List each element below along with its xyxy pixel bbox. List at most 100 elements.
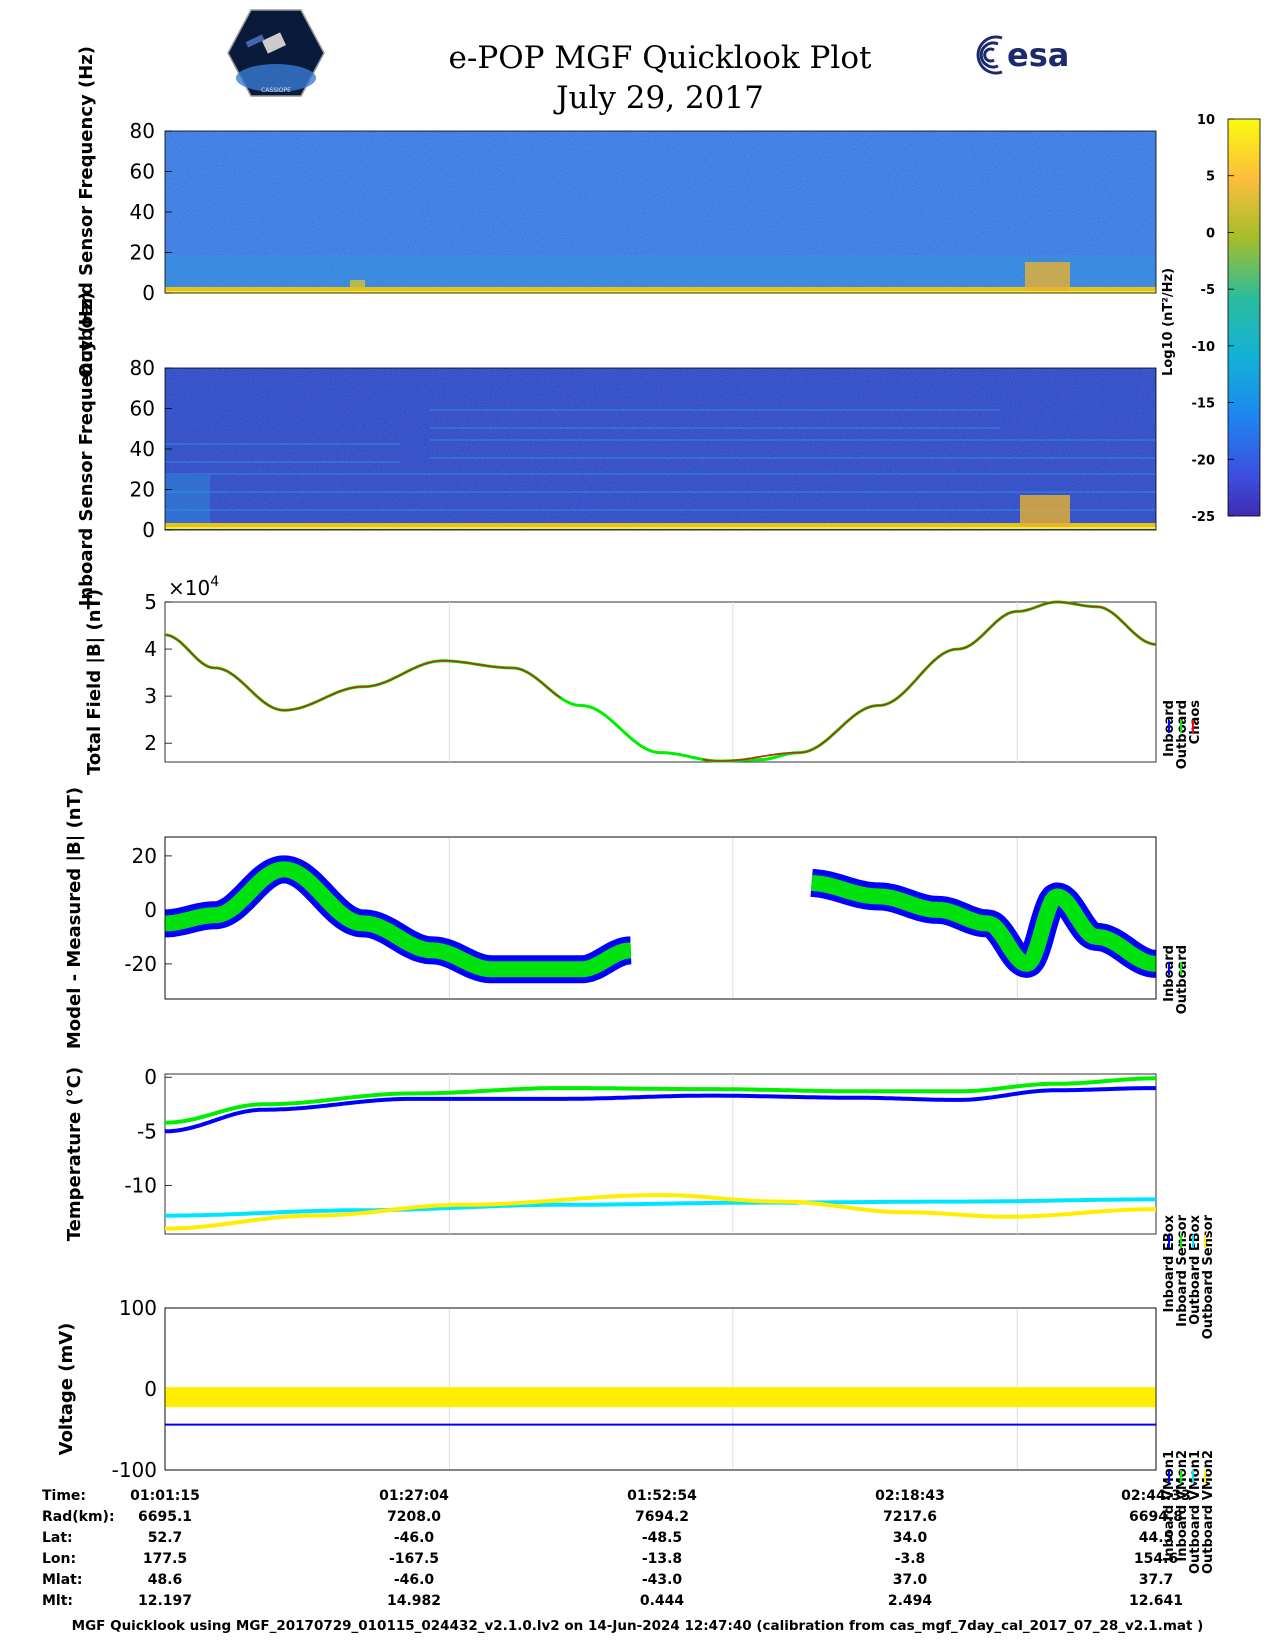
row-value: -43.0 xyxy=(642,1572,683,1588)
colorbar-tick-label: -5 xyxy=(1201,283,1215,298)
y-tick-label: 0 xyxy=(144,898,157,922)
y-tick-label: -100 xyxy=(112,1458,157,1482)
y-axis-label: Temperature (°C) xyxy=(64,1067,85,1241)
row-label: Lat: xyxy=(42,1530,73,1546)
plot-frame xyxy=(164,836,1157,1000)
plot-frame xyxy=(164,1307,1157,1471)
temperature-plot: 0 -5 -10 Temperature (°C) Inboard EBoxInboar… xyxy=(64,1065,1216,1339)
row-value: 6695.1 xyxy=(138,1509,192,1525)
row-value: 177.5 xyxy=(143,1551,187,1567)
colorbar-label: Log10 (nT²/Hz) xyxy=(1161,268,1176,376)
svg-text:CASSIOPE: CASSIOPE xyxy=(261,87,291,94)
row-value: 01:27:04 xyxy=(379,1488,449,1504)
row-value: 52.7 xyxy=(148,1530,183,1546)
colorbar-tick-label: -20 xyxy=(1192,453,1216,468)
y-tick-label: 40 xyxy=(130,200,155,224)
outboard-spectrogram xyxy=(164,130,1157,294)
y-tick-label: 0 xyxy=(144,1377,157,1401)
title-line1: e-POP MGF Quicklook Plot xyxy=(448,40,872,76)
row-value: -13.8 xyxy=(642,1551,682,1567)
row-label: Lon: xyxy=(42,1551,76,1567)
y-tick-label: 0 xyxy=(144,1065,157,1089)
legend-label: Inboard VMon1 xyxy=(1162,1450,1177,1562)
y-tick-label: -5 xyxy=(137,1119,157,1143)
colorbar: 10 5 0 -5 -10 -15 -20 -25 Log10 (nT²/Hz) xyxy=(1161,113,1261,525)
voltage-plot: 100 0 -100 Voltage (mV) Inboard VMon1Inboard… xyxy=(56,1296,1216,1574)
legend-label: Outboard xyxy=(1175,945,1190,1014)
inboard-spectrogram xyxy=(164,367,1157,531)
y-tick-label: -20 xyxy=(124,952,157,976)
y-tick-label: 20 xyxy=(130,241,155,265)
row-value: 02:44:33 xyxy=(1121,1488,1191,1504)
row-value: 48.6 xyxy=(148,1572,183,1588)
row-label: Mlt: xyxy=(42,1593,73,1609)
svg-text:esa: esa xyxy=(1007,36,1069,74)
legend-label: Inboard EBox xyxy=(1162,1214,1177,1312)
y-axis-label: Model - Measured |B| (nT) xyxy=(64,787,85,1049)
y-tick-label: 60 xyxy=(130,397,155,421)
y-axis-label: Voltage (mV) xyxy=(56,1323,77,1456)
row-value: 01:52:54 xyxy=(627,1488,697,1504)
cassiope-logo: CASSIOPE xyxy=(227,9,325,97)
row-value: -46.0 xyxy=(394,1572,435,1588)
row-value: 7208.0 xyxy=(387,1509,441,1525)
esa-logo: esa xyxy=(976,35,1069,75)
series-line xyxy=(165,1193,1156,1231)
legend-label: Inboard VMon2 xyxy=(1175,1450,1190,1562)
legend-label: Outboard xyxy=(1175,700,1190,769)
y-tick-label: 80 xyxy=(130,356,155,380)
row-value: 02:18:43 xyxy=(875,1488,945,1504)
colorbar-tick-label: 0 xyxy=(1206,226,1215,241)
series-line xyxy=(165,1076,1156,1125)
row-value: 6694.8 xyxy=(1129,1509,1183,1525)
y-tick-label: 20 xyxy=(132,844,157,868)
legend-label: Outboard EBox xyxy=(1188,1214,1203,1324)
chaos-line xyxy=(164,601,1157,763)
y-tick-label: 5 xyxy=(144,590,157,614)
row-value: 44.5 xyxy=(1139,1530,1174,1546)
row-value: 37.0 xyxy=(893,1572,928,1588)
row-label: Mlat: xyxy=(42,1572,82,1588)
y-tick-label: 80 xyxy=(130,119,155,143)
row-value: 154.6 xyxy=(1134,1551,1178,1567)
y-tick-label: 3 xyxy=(144,684,157,708)
series-line xyxy=(165,1197,1156,1218)
y-axis-label: Inboard Sensor Frequency (Hz) xyxy=(76,292,97,607)
footer-text: MGF Quicklook using MGF_20170729_010115_… xyxy=(71,1618,1204,1634)
row-value: -46.0 xyxy=(394,1530,435,1546)
y-tick-label: -10 xyxy=(124,1173,157,1197)
y-axis-label: Total Field |B| (nT) xyxy=(84,589,105,775)
colorbar-tick-label: -25 xyxy=(1192,510,1216,525)
legend-label: Chaos xyxy=(1188,700,1203,744)
colorbar-tick-label: 10 xyxy=(1197,113,1215,128)
row-value: 37.7 xyxy=(1139,1572,1174,1588)
colorbar-tick-label: 5 xyxy=(1206,170,1215,185)
series-line xyxy=(165,1086,1156,1134)
y-tick-label: 100 xyxy=(119,1296,157,1320)
row-value: 14.982 xyxy=(387,1593,441,1609)
y-tick-label: 2 xyxy=(144,731,157,755)
row-value: 34.0 xyxy=(893,1530,928,1546)
scale-factor: ×104 xyxy=(168,574,219,600)
row-value: 12.641 xyxy=(1129,1593,1183,1609)
row-value: 7217.6 xyxy=(883,1509,937,1525)
row-value: 7694.2 xyxy=(635,1509,689,1525)
row-value: 0.444 xyxy=(640,1593,685,1609)
row-value: 01:01:15 xyxy=(130,1488,200,1504)
legend-label: Outboard VMon1 xyxy=(1188,1450,1203,1574)
row-label: Time: xyxy=(42,1488,86,1504)
row-value: 2.494 xyxy=(888,1593,933,1609)
colorbar-tick-label: -15 xyxy=(1192,397,1216,412)
row-value: -167.5 xyxy=(389,1551,439,1567)
legend-label: Outboard Sensor xyxy=(1201,1214,1216,1339)
colorbar-tick-label: -10 xyxy=(1192,340,1216,355)
time-table: Time: 01:01:15 01:27:04 01:52:54 02:18:43 02:… xyxy=(42,1488,1191,1609)
legend-label: Outboard VMon2 xyxy=(1201,1450,1216,1574)
y-tick-label: 20 xyxy=(130,478,155,502)
row-value: 12.197 xyxy=(138,1593,192,1609)
y-tick-label: 0 xyxy=(142,281,155,305)
y-tick-label: 40 xyxy=(130,437,155,461)
